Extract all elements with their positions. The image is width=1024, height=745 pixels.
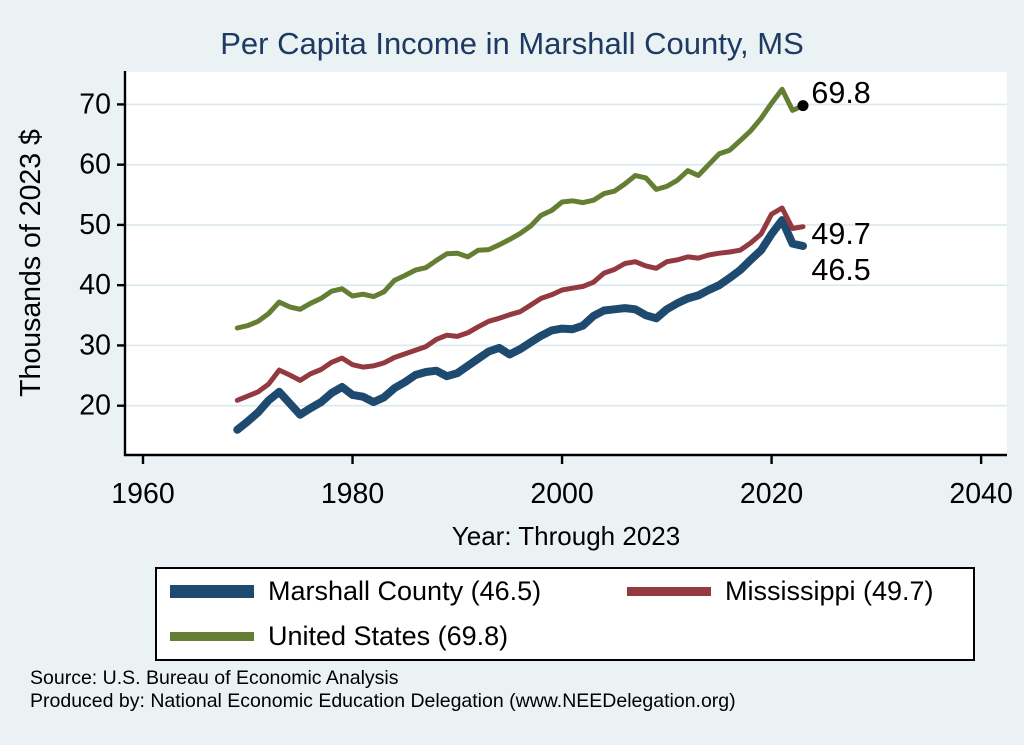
y-tick-label: 30 bbox=[79, 329, 111, 361]
series-line-united-states bbox=[234, 86, 806, 331]
end-label-46-5: 46.5 bbox=[811, 253, 870, 287]
legend-label: Mississippi (49.7) bbox=[724, 576, 934, 606]
plot-area bbox=[125, 72, 1007, 455]
x-tick-label: 1980 bbox=[321, 478, 384, 510]
series-line-mississippi bbox=[234, 205, 806, 403]
footer-produced-by: Produced by: National Economic Education… bbox=[30, 689, 736, 712]
y-tick-label: 20 bbox=[79, 390, 111, 422]
y-tick-label: 50 bbox=[79, 209, 111, 241]
legend-swatch bbox=[170, 585, 254, 598]
end-dot bbox=[797, 100, 809, 112]
legend-swatch bbox=[170, 632, 254, 641]
y-tick-label: 40 bbox=[79, 269, 111, 301]
footer: Source: U.S. Bureau of Economic Analysis… bbox=[30, 667, 736, 712]
end-label-49-7: 49.7 bbox=[811, 217, 870, 251]
x-tick-label: 2020 bbox=[740, 478, 803, 510]
legend-item-united-states: United States (69.8) bbox=[157, 621, 614, 652]
end-label-69-8: 69.8 bbox=[811, 76, 870, 110]
footer-source: Source: U.S. Bureau of Economic Analysis bbox=[30, 667, 399, 689]
chart-title: Per Capita Income in Marshall County, MS bbox=[220, 26, 804, 61]
series-line-marshall-county bbox=[233, 216, 807, 434]
y-tick-label: 70 bbox=[79, 88, 111, 120]
legend-label: United States (69.8) bbox=[268, 621, 509, 651]
y-axis-title: Thousands of 2023 $ bbox=[15, 129, 47, 397]
legend: Marshall County (46.5) Mississippi (49.7)… bbox=[155, 567, 975, 661]
legend-item-marshall-county: Marshall County (46.5) bbox=[157, 576, 614, 607]
x-tick-label: 2000 bbox=[530, 478, 593, 510]
x-tick-label: 2040 bbox=[949, 478, 1012, 510]
x-tick-label: 1960 bbox=[111, 478, 174, 510]
legend-label: Marshall County (46.5) bbox=[268, 576, 542, 606]
legend-swatch bbox=[626, 587, 711, 596]
legend-item-mississippi: Mississippi (49.7) bbox=[614, 576, 973, 607]
x-axis-title: Year: Through 2023 bbox=[452, 521, 680, 551]
y-tick-label: 60 bbox=[79, 149, 111, 181]
